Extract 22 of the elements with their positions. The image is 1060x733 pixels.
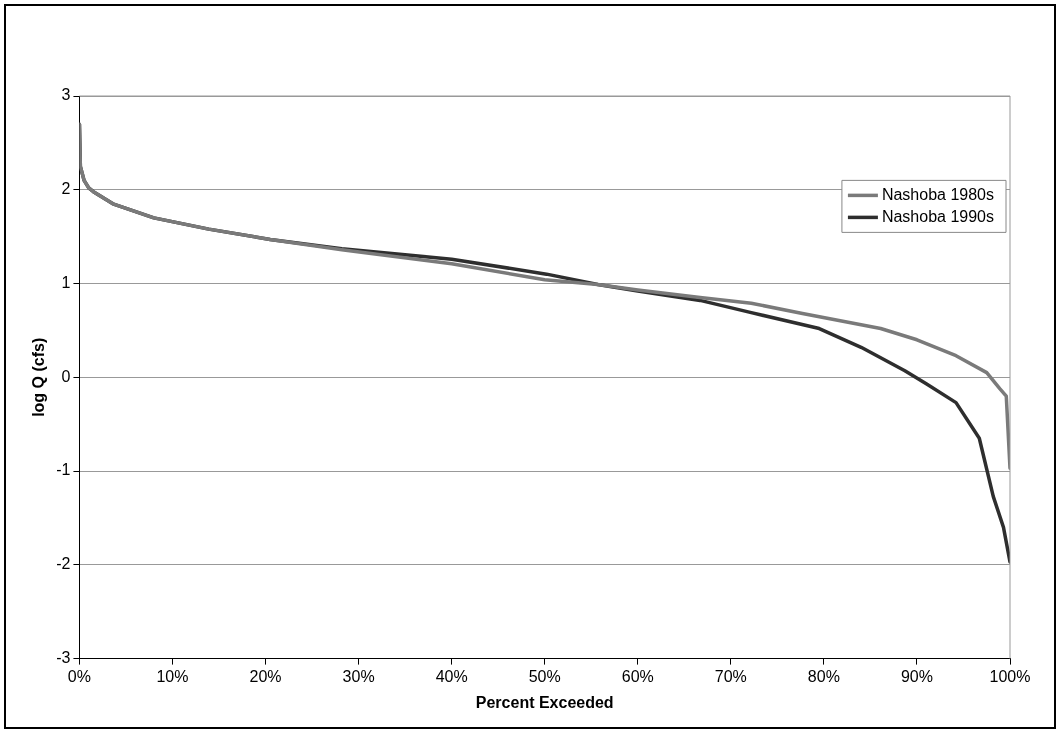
y-tick-label: 1 — [61, 273, 71, 291]
x-tick-label: 90% — [900, 667, 933, 685]
y-tick-label: 3 — [61, 86, 71, 104]
x-tick-label: 10% — [156, 667, 189, 685]
x-tick-label: 70% — [714, 667, 747, 685]
x-tick-label: 60% — [621, 667, 654, 685]
x-tick-label: 50% — [528, 667, 561, 685]
y-tick-label: 2 — [61, 180, 71, 198]
y-tick-label: -1 — [56, 461, 71, 479]
x-tick-label: 0% — [67, 667, 91, 685]
y-tick-label: 0 — [61, 367, 71, 385]
x-tick-label: 80% — [807, 667, 840, 685]
legend-label: Nashoba 1990s — [881, 207, 995, 225]
x-tick-label: 20% — [249, 667, 282, 685]
x-axis-title: Percent Exceeded — [475, 693, 614, 711]
legend-label: Nashoba 1980s — [881, 185, 995, 203]
x-tick-label: 100% — [989, 667, 1031, 685]
y-tick-label: -3 — [56, 649, 71, 667]
x-tick-label: 40% — [435, 667, 468, 685]
x-tick-label: 30% — [342, 667, 375, 685]
y-tick-label: -2 — [56, 555, 71, 573]
y-axis-title: log Q (cfs) — [30, 337, 48, 417]
